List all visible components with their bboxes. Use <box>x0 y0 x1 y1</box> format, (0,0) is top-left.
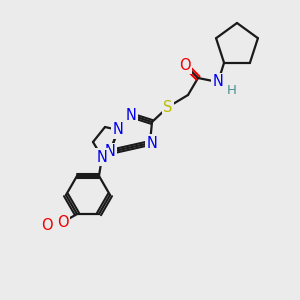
Text: N: N <box>213 74 224 89</box>
Text: N: N <box>97 149 107 164</box>
Text: O: O <box>179 58 191 73</box>
Text: O: O <box>41 218 53 232</box>
Text: O: O <box>57 214 69 230</box>
Text: H: H <box>227 83 237 97</box>
Text: N: N <box>112 122 123 137</box>
Text: N: N <box>126 107 136 122</box>
Text: N: N <box>147 136 158 151</box>
Text: S: S <box>163 100 173 115</box>
Text: N: N <box>105 145 116 160</box>
